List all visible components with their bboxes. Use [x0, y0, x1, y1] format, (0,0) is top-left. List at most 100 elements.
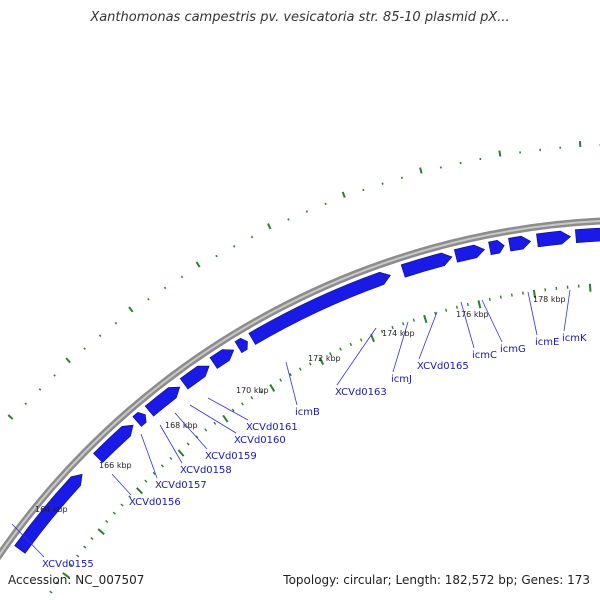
gene-label[interactable]: icmK	[562, 333, 587, 344]
label-leader	[207, 397, 249, 421]
inner-tick	[279, 378, 283, 382]
gene-label[interactable]: XCVd0160	[234, 435, 286, 446]
inner-tick	[152, 471, 156, 476]
inner-tick	[455, 305, 459, 309]
gene-label[interactable]: XCVd0161	[246, 422, 298, 433]
gene-labels: XCVd0155 XCVd0156 XCVd0157 XCVd0158 XCVd0159…	[42, 333, 587, 570]
inner-tick	[588, 283, 592, 292]
gene-feature[interactable]	[453, 244, 486, 263]
gene-label[interactable]: XCVd0163	[335, 387, 387, 398]
outer-tick	[233, 245, 236, 248]
outer-tick	[147, 297, 150, 301]
gene-label[interactable]: icmJ	[391, 374, 412, 385]
outer-tick-track	[7, 141, 600, 420]
gene-label[interactable]: XCVd0158	[180, 465, 232, 476]
gene-feature[interactable]	[209, 349, 235, 369]
inner-tick	[195, 435, 199, 439]
label-leader	[392, 321, 409, 373]
gene-feature[interactable]	[234, 337, 248, 354]
label-leader	[285, 361, 298, 406]
inner-tick	[55, 581, 60, 585]
inner-tick	[402, 322, 405, 326]
gene-label[interactable]: XCVd0165	[417, 361, 469, 372]
accession-text: Accession: NC_007507	[8, 573, 145, 587]
gene-label[interactable]: icmB	[295, 407, 320, 418]
outer-tick	[163, 286, 167, 290]
outer-tick	[38, 388, 42, 391]
backbone-highlight	[0, 220, 600, 557]
kbp-tick-label: 168 kbp	[165, 421, 198, 430]
inner-tick	[269, 384, 276, 392]
gene-feature[interactable]	[536, 230, 572, 248]
inner-tick	[488, 297, 491, 302]
inner-tick	[349, 342, 353, 347]
label-leader	[174, 412, 208, 450]
kbp-tick-label: 172 kbp	[308, 354, 341, 363]
label-leader	[563, 289, 571, 332]
inner-tick	[144, 479, 148, 483]
label-leader	[189, 404, 237, 434]
gene-feature[interactable]	[144, 386, 181, 417]
outer-tick	[305, 210, 309, 213]
label-leader	[418, 311, 438, 360]
inner-tick	[120, 503, 124, 507]
inner-tick	[213, 421, 217, 425]
label-leader	[11, 523, 45, 558]
outer-tick	[267, 223, 272, 230]
inner-tick	[76, 554, 80, 558]
inner-tick	[222, 414, 229, 423]
kbp-tick-label: 174 kbp	[382, 329, 415, 338]
gene-feature[interactable]	[488, 239, 505, 256]
label-leader	[140, 433, 158, 479]
inner-tick	[204, 428, 208, 432]
outer-tick	[128, 306, 134, 313]
gene-feature[interactable]	[132, 412, 147, 427]
label-leader	[460, 301, 475, 349]
gene-label[interactable]: XCVd0156	[129, 497, 181, 508]
inner-tick	[259, 390, 263, 394]
inner-tick	[231, 408, 235, 412]
inner-tick	[177, 449, 185, 457]
outer-tick	[250, 235, 254, 239]
inner-tick	[412, 318, 415, 322]
outer-tick	[98, 334, 102, 337]
inner-tick	[241, 402, 244, 406]
gene-label[interactable]: icmC	[472, 350, 497, 361]
gene-label[interactable]: icmE	[535, 337, 559, 348]
gene-feature[interactable]	[248, 271, 391, 345]
gene-label[interactable]: XCVd0155	[42, 559, 94, 570]
gene-feature[interactable]	[179, 365, 210, 390]
inner-tick	[477, 300, 482, 309]
kbp-tick-label: 164 kbp	[35, 505, 68, 514]
label-leader-lines	[11, 289, 571, 558]
inner-tick	[391, 325, 394, 330]
outer-tick	[400, 176, 403, 179]
inner-tick	[423, 314, 428, 324]
gene-feature[interactable]	[508, 235, 532, 252]
inner-tick	[510, 293, 513, 297]
inner-tick	[69, 563, 73, 567]
gene-label[interactable]: icmG	[500, 344, 526, 355]
inner-tick	[62, 572, 70, 579]
label-leader	[336, 327, 377, 386]
inner-tick	[532, 289, 537, 298]
gene-feature[interactable]	[92, 424, 134, 464]
gene-label[interactable]: XCVd0157	[155, 480, 207, 491]
inner-tick	[298, 367, 302, 371]
plasmid-backbone	[0, 217, 600, 561]
inner-tick	[289, 372, 292, 377]
gene-feature[interactable]	[400, 252, 453, 278]
kbp-tick-label: 170 kbp	[236, 386, 269, 395]
outer-tick	[180, 275, 184, 279]
inner-tick	[318, 356, 325, 366]
map-title: Xanthomonas campestris pv. vesicatoria s…	[90, 10, 510, 25]
gene-feature[interactable]	[574, 227, 600, 243]
inner-tick	[329, 352, 332, 356]
inner-tick	[128, 495, 132, 499]
kbp-tick-label: 166 kbp	[99, 461, 132, 470]
gene-label[interactable]: XCVd0159	[205, 451, 257, 462]
outer-tick	[114, 321, 118, 325]
inner-tick	[49, 590, 53, 594]
label-leader	[159, 424, 183, 464]
